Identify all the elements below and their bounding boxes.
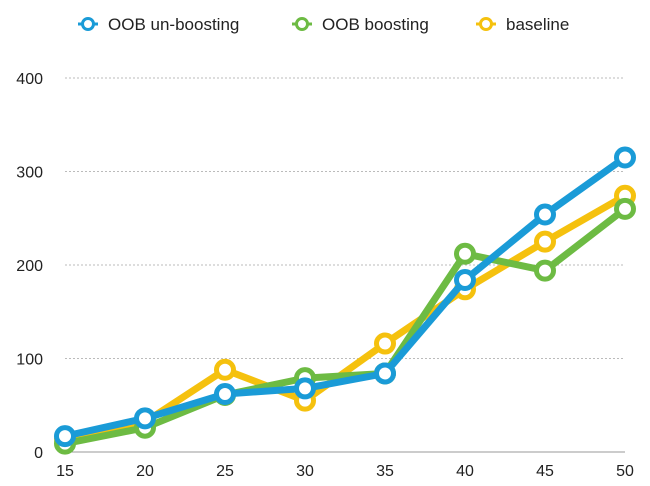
x-tick-label: 15 [56,463,74,480]
data-point [374,362,396,385]
x-tick-label: 35 [376,463,394,480]
data-point [614,197,636,220]
grid-lines [65,77,625,453]
legend-marker [81,17,95,31]
x-tick-label: 40 [456,463,474,480]
x-tick-label: 25 [216,463,234,480]
legend-item: OOB un-boosting [78,15,239,34]
series-0 [54,146,636,448]
y-tick-label: 0 [34,445,43,462]
data-point [454,268,476,291]
data-point [214,383,236,406]
legend-item: OOB boosting [292,15,429,34]
legend-item: baseline [476,15,569,34]
y-tick-label: 200 [16,258,43,275]
legend-label: OOB boosting [322,15,429,34]
data-point [374,332,396,355]
legend-label: OOB un-boosting [108,15,239,34]
legend-marker [295,17,309,31]
y-axis-ticks: 0 100 200 300 400 [16,71,43,462]
data-point [214,358,236,381]
data-point [54,425,76,448]
y-tick-label: 100 [16,352,43,369]
data-point [614,146,636,169]
legend-marker [479,17,493,31]
x-tick-label: 30 [296,463,314,480]
data-point [534,230,556,253]
data-point [134,407,156,430]
data-point [534,203,556,226]
data-point [454,242,476,265]
y-tick-label: 400 [16,71,43,88]
y-tick-label: 300 [16,165,43,182]
legend: OOB un-boosting OOB boosting baseline [78,15,569,34]
series-line [61,153,629,440]
x-tick-label: 20 [136,463,154,480]
data-point [294,377,316,400]
x-axis-ticks: 15 20 25 30 35 40 45 50 [56,463,634,480]
data-point [534,259,556,282]
series-line [61,205,629,448]
legend-label: baseline [506,15,569,34]
x-tick-label: 50 [616,463,634,480]
series-layer [54,146,636,455]
x-tick-label: 45 [536,463,554,480]
